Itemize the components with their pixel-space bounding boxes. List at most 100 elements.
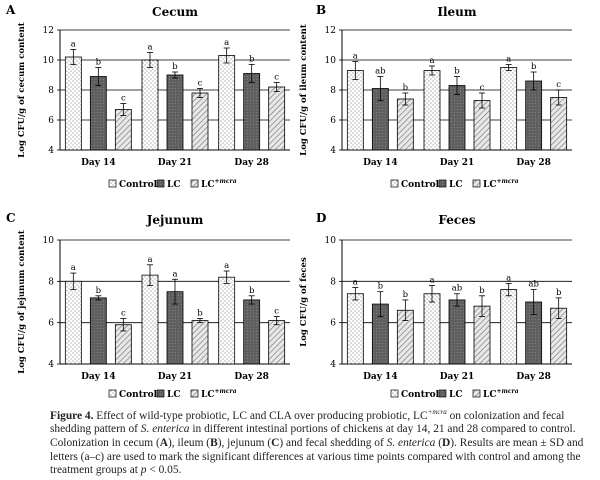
legend-label: Control bbox=[401, 180, 440, 190]
significance-letter: c bbox=[121, 94, 126, 104]
bar-lc bbox=[448, 85, 466, 151]
significance-letter: a bbox=[429, 56, 434, 66]
significance-letter: b bbox=[96, 286, 102, 296]
y-tick-label: 6 bbox=[330, 116, 336, 126]
x-tick-label: Day 28 bbox=[516, 372, 551, 382]
significance-letter: a bbox=[71, 263, 76, 273]
bar-lc bbox=[243, 299, 261, 365]
legend-label: LC+mcra bbox=[483, 178, 519, 190]
caption-ref-a: A bbox=[159, 436, 168, 449]
significance-letter: c bbox=[556, 80, 561, 90]
significance-letter: c bbox=[274, 73, 279, 83]
bar-lcmcra bbox=[191, 92, 209, 151]
caption-species-2: S. enterica bbox=[386, 436, 436, 449]
x-tick-label: Day 21 bbox=[440, 158, 475, 168]
x-tick-label: Day 21 bbox=[440, 372, 475, 382]
bar-control bbox=[423, 70, 441, 151]
panel-c: C Jejunum 4 6 8 10 Log CFU/g of jejunum conten… bbox=[6, 211, 290, 400]
y-tick-label: 10 bbox=[43, 236, 55, 246]
bar-lcmcra bbox=[268, 86, 286, 151]
legend-label: Control bbox=[401, 390, 440, 400]
legend: Control LC LC+mcra bbox=[108, 388, 237, 400]
significance-letter: b bbox=[403, 83, 409, 93]
bar-lc bbox=[89, 297, 107, 365]
significance-letter: b bbox=[378, 282, 384, 292]
bar-control bbox=[423, 293, 441, 365]
caption-text-4: ), ileum ( bbox=[168, 436, 211, 449]
legend: Control LC LC+mcra bbox=[390, 178, 519, 190]
bar-lc bbox=[448, 299, 466, 365]
y-tick-label: 12 bbox=[43, 26, 54, 36]
y-tick-label: 8 bbox=[330, 277, 336, 287]
significance-letter: c bbox=[480, 83, 485, 93]
significance-letter: ab bbox=[528, 280, 539, 290]
bar-control bbox=[64, 280, 82, 365]
y-tick-label: 6 bbox=[48, 319, 54, 329]
panel-letter: B bbox=[316, 3, 326, 17]
legend-swatch bbox=[156, 389, 165, 398]
legend-label: LC+mcra bbox=[201, 388, 237, 400]
bar-control bbox=[218, 55, 236, 151]
chart-title: Jejunum bbox=[146, 213, 204, 227]
legend-swatch bbox=[108, 389, 117, 398]
x-tick-label: Day 28 bbox=[234, 158, 269, 168]
bar-control bbox=[64, 56, 82, 151]
significance-letter: a bbox=[429, 275, 434, 285]
legend-swatch bbox=[390, 389, 399, 398]
significance-letter: b bbox=[249, 286, 255, 296]
significance-letter: c bbox=[198, 79, 203, 89]
y-tick-label: 4 bbox=[48, 146, 54, 156]
significance-letter: b bbox=[454, 67, 460, 77]
caption-text-2: on colonization and fecal shedding patte… bbox=[50, 409, 565, 436]
bar-lcmcra bbox=[268, 320, 286, 365]
significance-letter: b bbox=[249, 55, 255, 65]
legend-swatch bbox=[190, 179, 199, 188]
significance-letter: b bbox=[531, 62, 537, 72]
caption-species-1: S. enterica bbox=[140, 423, 190, 436]
bar-lc bbox=[243, 73, 261, 151]
bar-lc bbox=[525, 80, 543, 151]
y-tick-label: 6 bbox=[330, 319, 336, 329]
legend-swatch bbox=[438, 389, 447, 398]
y-tick-label: 4 bbox=[330, 360, 336, 370]
significance-letter: ab bbox=[452, 284, 463, 294]
y-tick-label: 6 bbox=[48, 116, 54, 126]
significance-letter: b bbox=[403, 290, 409, 300]
caption-ref-c: C bbox=[271, 436, 280, 449]
significance-letter: c bbox=[121, 309, 126, 319]
legend-superscript: +mcra bbox=[215, 388, 237, 395]
legend-label: Control bbox=[119, 180, 158, 190]
y-axis-label: Log CFU/g of cecum content bbox=[17, 22, 27, 157]
significance-letter: a bbox=[506, 55, 511, 65]
caption-text-9: < 0.05. bbox=[146, 464, 182, 477]
bar-control bbox=[346, 70, 364, 151]
bar-lcmcra bbox=[396, 98, 414, 151]
significance-letter: a bbox=[71, 40, 76, 50]
legend-swatch bbox=[190, 389, 199, 398]
chart-title: Cecum bbox=[152, 5, 198, 19]
caption-text-3: in different intestinal portions of chic… bbox=[50, 423, 576, 449]
bar-lcmcra bbox=[191, 320, 209, 365]
bar-control bbox=[500, 289, 518, 365]
significance-letter: a bbox=[172, 269, 177, 279]
significance-letter: a bbox=[506, 273, 511, 283]
x-tick-label: Day 14 bbox=[363, 158, 398, 168]
legend-swatch bbox=[108, 179, 117, 188]
legend-superscript: +mcra bbox=[497, 388, 519, 395]
significance-letter: a bbox=[353, 278, 358, 288]
y-tick-label: 10 bbox=[43, 56, 55, 66]
panel-a: A Cecum 4 6 8 10 12 Log CFU/g of cecum content D… bbox=[5, 3, 290, 190]
legend-label: LC bbox=[449, 180, 463, 190]
legend-label: LC bbox=[167, 180, 181, 190]
significance-letter: a bbox=[353, 52, 358, 62]
x-tick-label: Day 14 bbox=[81, 158, 116, 168]
y-axis-label: Log CFU/g of feces bbox=[299, 257, 309, 347]
figure-caption: Figure 4. Effect of wild-type probiotic,… bbox=[50, 406, 590, 478]
x-tick-label: Day 21 bbox=[158, 158, 193, 168]
significance-letter: b bbox=[172, 62, 178, 72]
legend-superscript: +mcra bbox=[215, 178, 237, 185]
y-tick-label: 10 bbox=[325, 236, 337, 246]
bar-lc bbox=[166, 74, 184, 151]
significance-letter: c bbox=[274, 306, 279, 316]
x-tick-label: Day 28 bbox=[516, 158, 551, 168]
